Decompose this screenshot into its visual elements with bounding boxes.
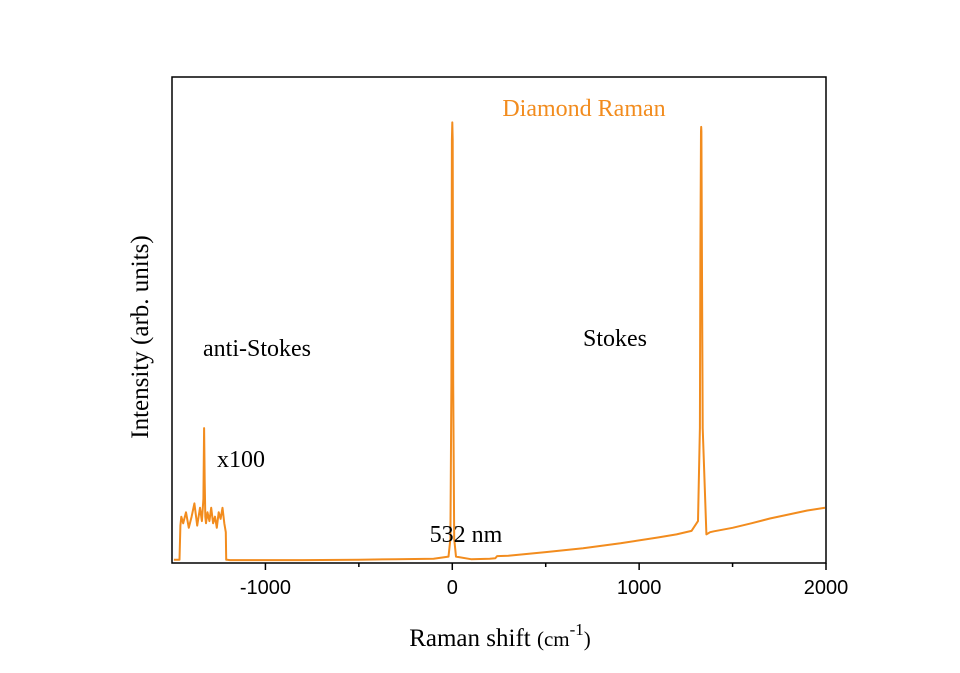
x-tick-label: 1000 <box>617 577 662 599</box>
x-axis-ticks <box>264 563 827 570</box>
x-axis-label-main: Raman shift <box>409 625 531 652</box>
x-axis-label: Raman shift (cm-1) <box>409 620 591 652</box>
annotation-x100: x100 <box>217 447 265 473</box>
x-axis-label-unit-exponent: -1 <box>570 620 584 639</box>
plot-area-frame <box>171 76 827 564</box>
x-tick-label: 0 <box>447 577 458 599</box>
annotation-anti-stokes: anti-Stokes <box>203 336 311 362</box>
annotation-diamond-raman: Diamond Raman <box>502 96 665 122</box>
annotation-532nm: 532 nm <box>430 522 503 548</box>
x-axis-label-unit-prefix: (cm <box>537 627 570 651</box>
x-tick-label: -1000 <box>240 577 291 599</box>
x-tick-label: 2000 <box>804 577 849 599</box>
y-axis-label: Intensity (arb. units) <box>127 235 154 438</box>
x-axis-tick-labels: -1000 0 1000 2000 <box>240 577 848 599</box>
spectrum-line <box>173 121 826 562</box>
annotation-stokes: Stokes <box>583 326 647 352</box>
x-axis-label-unit-suffix: ) <box>584 627 591 651</box>
